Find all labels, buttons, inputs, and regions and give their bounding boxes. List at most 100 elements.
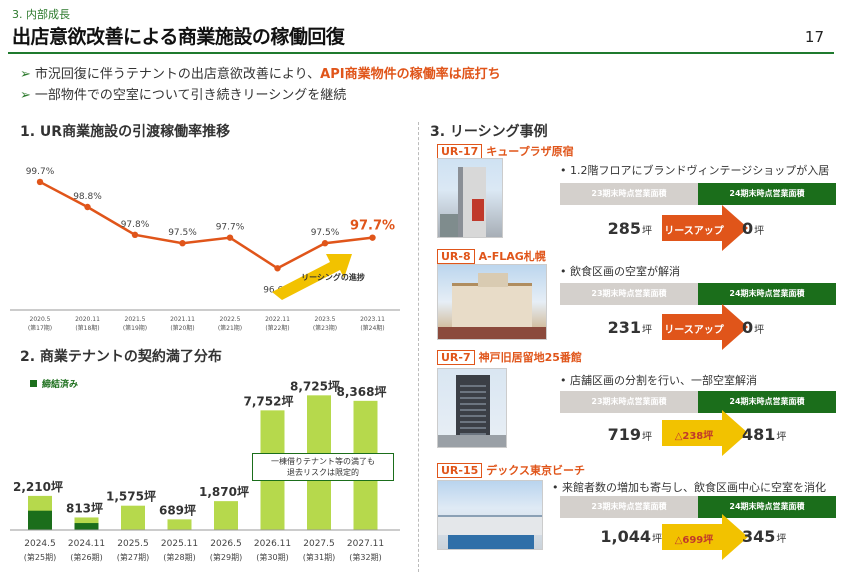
x-tick-label: 2021.11	[170, 316, 195, 323]
x-tick-sublabel: (第26期)	[70, 552, 102, 562]
x-tick-label: 2027.11	[347, 539, 384, 549]
x-tick-label: 2024.5	[24, 539, 56, 549]
bullet-text: 市況回復に伴うテナントの出店意欲改善により、	[34, 67, 321, 82]
bar	[121, 505, 145, 530]
case-name: 神戸旧居留地25番館	[478, 351, 582, 364]
data-point	[369, 234, 376, 241]
slide-title: 出店意欲改善による商業施設の稼働回復	[12, 26, 345, 48]
before-value: 285坪	[607, 219, 652, 238]
case-name: キュープラザ原宿	[486, 145, 574, 158]
bullet-text: 一部物件での空室について引き続きリーシングを継続	[34, 88, 347, 103]
page-number: 17	[804, 28, 824, 46]
bar	[167, 519, 192, 530]
reduction-arrow-icon	[662, 410, 748, 456]
occupancy-line-chart: 99.7% 2020.5(第17期) 98.8% 2020.11(第18期) 97.8%…	[10, 167, 400, 332]
bar	[214, 501, 238, 530]
case-name: A-FLAG札幌	[478, 250, 546, 263]
arrow-label: リースアップ	[664, 325, 724, 336]
before-value: 231坪	[607, 318, 652, 337]
after-value: 345坪	[742, 527, 787, 546]
x-tick-sublabel: (第27期)	[117, 552, 149, 562]
data-point	[36, 178, 44, 186]
x-tick-label: 2026.11	[254, 539, 291, 549]
case-tag-ur7: UR-7 神戸旧居留地25番館	[437, 349, 582, 365]
x-tick-sublabel: (第28期)	[163, 552, 195, 562]
bar-signed-segment	[28, 510, 52, 530]
data-point	[84, 203, 91, 211]
x-tick-sublabel: (第18期)	[75, 324, 99, 332]
bar-value-label: 8,368坪	[337, 385, 387, 399]
bar-value-label: 8,725坪	[290, 379, 340, 393]
before-header: 23期末時点営業面積	[560, 183, 698, 205]
arrow-label: △238坪	[674, 431, 714, 442]
before-header: 23期末時点営業面積	[560, 496, 698, 518]
x-tick-sublabel: (第25期)	[24, 552, 56, 562]
data-label: 97.7%	[216, 223, 245, 233]
after-header: 24期末時点営業面積	[698, 183, 836, 205]
x-tick-label: 2022.5	[220, 316, 241, 323]
data-label: 97.8%	[121, 220, 150, 230]
x-tick-label: 2020.5	[30, 316, 51, 323]
case-desc: • 飲食区画の空室が解消	[560, 265, 680, 278]
bullet-highlight: API商業物件の稼働率は底打ち	[320, 67, 501, 82]
after-header: 24期末時点営業面積	[698, 496, 836, 518]
legend-label: 締結済み	[42, 380, 79, 390]
section3-title: 3. リーシング事例	[430, 124, 548, 140]
section1-title: 1. UR商業施設の引渡稼働率推移	[20, 124, 231, 140]
x-tick-sublabel: (第17期)	[28, 324, 52, 332]
reduction-arrow-icon	[662, 514, 748, 560]
case-tag-ur15: UR-15 デックス東京ビーチ	[437, 462, 585, 478]
x-tick-sublabel: (第31期)	[303, 552, 335, 562]
before-value: 1,044坪	[600, 527, 662, 546]
x-tick-label: 2023.11	[360, 316, 385, 323]
after-header: 24期末時点営業面積	[698, 283, 836, 305]
legend-swatch	[30, 380, 37, 387]
building-photo	[437, 264, 547, 340]
legend: 締結済み	[30, 377, 78, 390]
title-underline	[8, 52, 834, 54]
after-header: 24期末時点営業面積	[698, 391, 836, 413]
case-tag-ur8: UR-8 A-FLAG札幌	[437, 248, 546, 264]
x-tick-label: 2020.11	[75, 316, 100, 323]
x-tick-sublabel: (第23期)	[313, 324, 337, 332]
bullet-2: ➢ 一部物件での空室について引き続きリーシングを継続	[20, 84, 346, 103]
data-label: 97.5%	[311, 228, 340, 238]
x-tick-sublabel: (第19期)	[123, 324, 147, 332]
data-point	[226, 234, 234, 241]
bullet-arrow-icon: ➢	[20, 67, 31, 82]
after-value: 0坪	[742, 318, 765, 337]
after-value: 0坪	[742, 219, 765, 238]
x-tick-label: 2025.11	[161, 539, 198, 549]
bar-value-label: 813坪	[66, 501, 103, 515]
case-name: デックス東京ビーチ	[486, 464, 585, 477]
progress-annotation: リーシングの進捗	[301, 272, 365, 282]
data-label: 97.7%	[350, 219, 395, 234]
callout-line-1: 一棟借りテナント等の満了も	[271, 457, 375, 466]
bullet-1: ➢ 市況回復に伴うテナントの出店意欲改善により、API商業物件の稼働率は底打ち	[20, 63, 501, 82]
data-point	[179, 240, 186, 247]
arrow-label: △699坪	[674, 535, 714, 546]
progress-arrow-icon	[272, 254, 352, 300]
bullet-arrow-icon: ➢	[20, 88, 31, 103]
bar-signed-segment	[74, 523, 99, 530]
bar-value-label: 689坪	[159, 503, 196, 517]
x-tick-label: 2023.5	[315, 316, 336, 323]
case-code: UR-17	[437, 144, 483, 159]
building-photo	[437, 368, 507, 448]
arrow-label: リースアップ	[664, 226, 724, 237]
callout-line-2: 退去リスクは限定的	[287, 468, 359, 477]
leaseup-arrow-icon	[662, 205, 748, 251]
x-tick-sublabel: (第24期)	[360, 324, 384, 332]
x-tick-label: 2021.5	[125, 316, 146, 323]
x-tick-sublabel: (第29期)	[210, 552, 242, 562]
x-tick-label: 2025.5	[117, 539, 149, 549]
case-desc: • 1.2階フロアにブランドヴィンテージショップが入居	[560, 164, 830, 177]
building-photo	[437, 158, 503, 238]
x-tick-label: 2024.11	[68, 539, 105, 549]
building-photo	[437, 480, 543, 550]
after-value: 481坪	[742, 425, 787, 444]
risk-callout: 一棟借りテナント等の満了も 退去リスクは限定的	[252, 453, 394, 481]
data-point	[321, 240, 329, 247]
data-point	[274, 265, 281, 272]
before-header: 23期末時点営業面積	[560, 391, 698, 413]
